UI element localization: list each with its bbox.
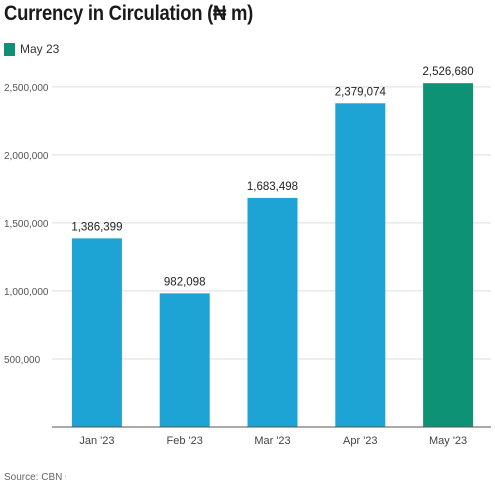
x-tick-label: Apr '23 xyxy=(343,435,378,447)
bar xyxy=(247,197,298,427)
data-labels: 1,386,399 982,098 1,683,498 2,379,074 2,526,… xyxy=(71,66,473,288)
data-label: 2,379,074 xyxy=(335,86,387,98)
bar xyxy=(335,103,386,427)
y-tick-label: 1,000,000 xyxy=(4,287,49,298)
data-label: 1,683,498 xyxy=(247,181,298,193)
x-axis-ticks: Jan '23 Feb '23 Mar '23 Apr '23 May '23 xyxy=(79,435,467,447)
x-tick-label: Mar '23 xyxy=(254,435,290,447)
bar xyxy=(423,83,474,427)
y-axis-ticks: 500,000 1,000,000 1,500,000 2,000,000 2,500,… xyxy=(4,83,49,366)
y-tick-label: 2,500,000 xyxy=(4,83,49,94)
bar xyxy=(71,238,122,427)
data-label: 2,526,680 xyxy=(423,66,474,78)
chart-title: Currency in Circulation (₦ m) xyxy=(4,2,254,25)
y-tick-label: 500,000 xyxy=(4,355,41,366)
source-note: Source: CBN • C xyxy=(4,472,66,483)
x-tick-label: Jan '23 xyxy=(79,435,114,447)
data-label: 1,386,399 xyxy=(71,221,122,233)
bars xyxy=(71,83,474,427)
bar xyxy=(159,293,210,427)
legend: May 23 xyxy=(4,42,59,56)
y-tick-label: 1,500,000 xyxy=(4,219,49,230)
data-label: 982,098 xyxy=(164,276,206,288)
x-tick-label: May '23 xyxy=(429,435,467,447)
legend-swatch xyxy=(4,42,15,56)
legend-label: May 23 xyxy=(20,42,60,56)
x-tick-label: Feb '23 xyxy=(167,435,203,447)
y-tick-label: 2,000,000 xyxy=(4,151,49,162)
